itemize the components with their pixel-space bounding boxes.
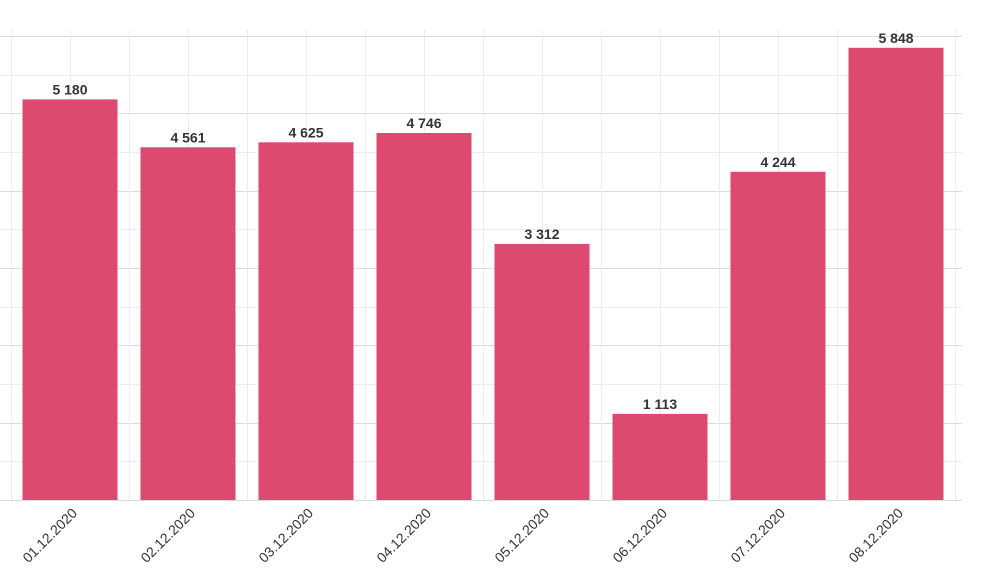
x-tick-label: 05.12.2020 (491, 505, 552, 566)
bar-01.12.2020 (22, 99, 118, 501)
x-tick-label: 03.12.2020 (255, 505, 316, 566)
bar-03.12.2020 (258, 142, 354, 501)
bar-value-label: 5 848 (878, 30, 913, 46)
bar-value-label: 3 312 (524, 226, 559, 242)
bar-06.12.2020 (612, 413, 708, 500)
bar-value-label: 5 180 (52, 81, 87, 97)
bar-value-label: 4 746 (406, 115, 441, 131)
bar-value-label: 4 625 (288, 124, 323, 140)
bar-07.12.2020 (730, 171, 826, 501)
bar-08.12.2020 (848, 47, 944, 501)
x-tick-label: 02.12.2020 (137, 505, 198, 566)
bar-05.12.2020 (494, 243, 590, 500)
x-tick-label: 07.12.2020 (727, 505, 788, 566)
bar-04.12.2020 (376, 133, 472, 500)
bar-value-label: 1 113 (643, 396, 677, 412)
bar-value-label: 4 244 (760, 154, 795, 170)
x-tick-label: 01.12.2020 (19, 505, 80, 566)
x-tick-label: 04.12.2020 (373, 505, 434, 566)
x-tick-label: 08.12.2020 (845, 505, 906, 566)
x-tick-label: 06.12.2020 (609, 505, 670, 566)
bar-02.12.2020 (140, 147, 236, 501)
bar-value-label: 4 561 (170, 129, 205, 145)
